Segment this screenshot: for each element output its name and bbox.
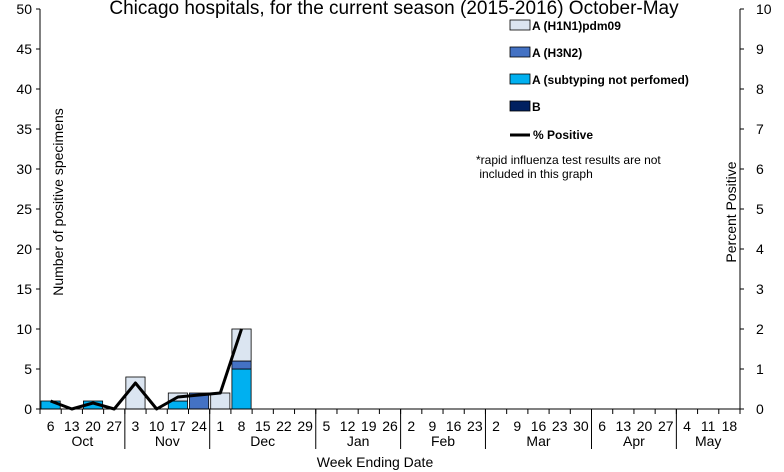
x-tick-label: 20: [85, 418, 101, 434]
legend-label: % Positive: [533, 128, 593, 142]
x-tick-label: 19: [361, 418, 377, 434]
y2-tick-label: 9: [756, 41, 764, 57]
legend-label: A (H1N1)pdm09: [532, 19, 621, 33]
x-tick-label: 17: [170, 418, 186, 434]
x-tick-label: 1: [216, 418, 224, 434]
footnote: *rapid influenza test results are not in…: [476, 153, 664, 181]
x-tick-label: 6: [47, 418, 55, 434]
x-tick-label: 23: [552, 418, 568, 434]
x-tick-label: 30: [573, 418, 589, 434]
x-tick-label: 6: [598, 418, 606, 434]
month-label: Oct: [72, 433, 94, 449]
x-tick-label: 16: [531, 418, 547, 434]
legend-swatch: [509, 100, 531, 112]
y-tick-label: 0: [24, 401, 32, 417]
month-label: Nov: [155, 433, 180, 449]
x-tick-label: 8: [238, 418, 246, 434]
y-tick-label: 45: [16, 41, 32, 57]
percent-positive-path: [50, 328, 243, 411]
y-tick-label: 50: [16, 1, 32, 17]
y2-tick-label: 2: [756, 321, 764, 337]
footnote-line-1: *rapid influenza test results are not: [476, 153, 661, 167]
y2-tick-label: 4: [756, 241, 764, 257]
x-axis-title: Week Ending Date: [317, 454, 434, 470]
x-tick-label: 9: [513, 418, 521, 434]
x-tick-label: 12: [340, 418, 356, 434]
bar-segment: [231, 360, 252, 370]
x-tick-label: 2: [407, 418, 415, 434]
y-tick-label: 20: [16, 241, 32, 257]
x-tick-label: 29: [297, 418, 313, 434]
month-label: Apr: [623, 433, 645, 449]
x-tick-label: 13: [64, 418, 80, 434]
legend-swatch: [509, 73, 531, 85]
x-tick-label: 11: [701, 418, 716, 434]
month-labels: Oct Nov Dec Jan Feb Mar Apr May: [72, 433, 722, 449]
x-axis-ticks: 6 13 20 27 3 10 17 24 1 8 15 22 29 5 12 19 26 2 9 16 23 2 9 16 2…: [47, 418, 738, 434]
y-axis-title: Number of positive specimens: [50, 108, 66, 296]
x-tick-label: 26: [382, 418, 398, 434]
month-label: Mar: [526, 433, 550, 449]
x-tick-label: 20: [637, 418, 653, 434]
y2-tick-label: 3: [756, 281, 764, 297]
bar-segment: [210, 392, 231, 410]
legend-label: B: [532, 100, 541, 114]
y2-tick-label: 10: [756, 1, 772, 17]
x-tick-label: 9: [429, 418, 437, 434]
y-tick-label: 5: [24, 361, 32, 377]
y-tick-label: 35: [16, 121, 32, 137]
y-tick-label: 15: [16, 281, 32, 297]
footnote-line-2: included in this graph: [476, 167, 593, 181]
y-tick-label: 30: [16, 161, 32, 177]
x-tick-label: 5: [322, 418, 330, 434]
x-tick-label: 27: [658, 418, 674, 434]
x-tick-label: 24: [191, 418, 207, 434]
x-tick-label: 16: [446, 418, 462, 434]
legend-label: A (subtyping not perfomed): [532, 73, 689, 87]
x-tick-label: 27: [106, 418, 122, 434]
y-tick-label: 10: [16, 321, 32, 337]
y-axis-ticks: 0 5 10 15 20 25 30 35 40 45 50: [16, 1, 40, 417]
y2-tick-label: 5: [756, 201, 764, 217]
x-tick-label: 10: [149, 418, 165, 434]
chart-title: Chicago hospitals, for the current seaso…: [109, 0, 679, 19]
x-tick-label: 4: [683, 418, 691, 434]
y2-axis-title: Percent Positive: [723, 161, 739, 262]
legend-label: A (H3N2): [532, 46, 582, 60]
bar-segment: [231, 368, 252, 410]
legend-swatch: [509, 19, 531, 31]
legend: A (H1N1)pdm09 A (H3N2) A (subtyping not pe…: [509, 19, 689, 142]
y2-tick-label: 0: [756, 401, 764, 417]
y2-tick-label: 7: [756, 121, 764, 137]
month-label: Dec: [250, 433, 275, 449]
x-tick-label: 22: [276, 418, 292, 434]
x-tick-label: 15: [255, 418, 271, 434]
x-tick-label: 2: [492, 418, 500, 434]
y2-tick-label: 8: [756, 81, 764, 97]
month-label: May: [695, 433, 721, 449]
y-tick-label: 25: [16, 201, 32, 217]
y-tick-label: 40: [16, 81, 32, 97]
y2-tick-label: 1: [756, 361, 764, 377]
x-tick-label: 3: [132, 418, 140, 434]
month-label: Jan: [347, 433, 370, 449]
x-tick-label: 13: [616, 418, 632, 434]
x-tick-label: 23: [467, 418, 483, 434]
y2-axis-ticks: 0 1 2 3 4 5 6 7 8 9 10: [740, 1, 772, 417]
month-label: Feb: [431, 433, 455, 449]
y2-tick-label: 6: [756, 161, 764, 177]
legend-swatch: [509, 46, 531, 58]
percent-positive-line: [50, 328, 243, 411]
x-tick-label: 18: [722, 418, 738, 434]
